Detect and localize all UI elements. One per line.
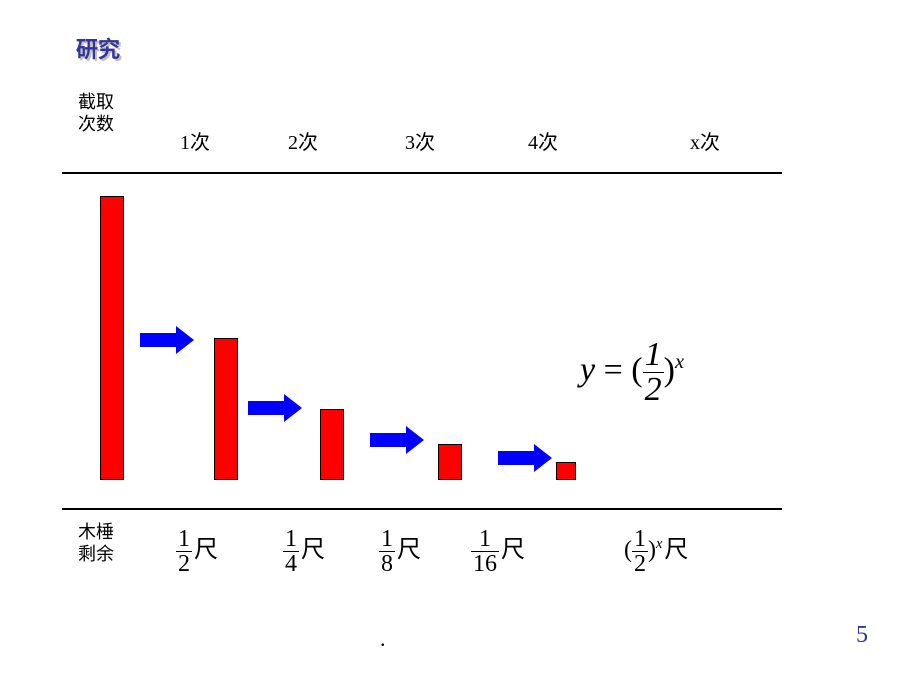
column-label-3: 4次 — [528, 126, 558, 155]
footer-dot: . — [380, 626, 386, 652]
hline-top — [62, 172, 782, 174]
bottom-value-3: 116尺 — [471, 527, 525, 576]
bar-0 — [100, 196, 124, 480]
row-label-top: 截取次数 — [78, 92, 114, 135]
arrow-0 — [140, 326, 194, 354]
bar-4 — [556, 462, 576, 480]
page-number: 5 — [856, 622, 868, 649]
arrow-2 — [370, 426, 424, 454]
hline-bottom — [62, 508, 782, 510]
arrow-1 — [248, 394, 302, 422]
bottom-value-2: 18尺 — [379, 527, 421, 576]
page-title: 研究 — [76, 32, 120, 64]
arrow-3 — [498, 444, 552, 472]
formula: y = (12)x — [580, 338, 684, 407]
bottom-value-0: 12尺 — [176, 527, 218, 576]
column-label-4: x次 — [690, 126, 720, 155]
column-label-2: 3次 — [405, 126, 435, 155]
column-label-1: 2次 — [288, 126, 318, 155]
bottom-value-4: (12)x尺 — [624, 527, 688, 576]
bar-2 — [320, 409, 344, 480]
column-label-0: 1次 — [180, 126, 210, 155]
bar-1 — [214, 338, 238, 480]
bar-3 — [438, 444, 462, 480]
row-label-bottom: 木棰剩余 — [78, 522, 114, 565]
bottom-value-1: 14尺 — [283, 527, 325, 576]
